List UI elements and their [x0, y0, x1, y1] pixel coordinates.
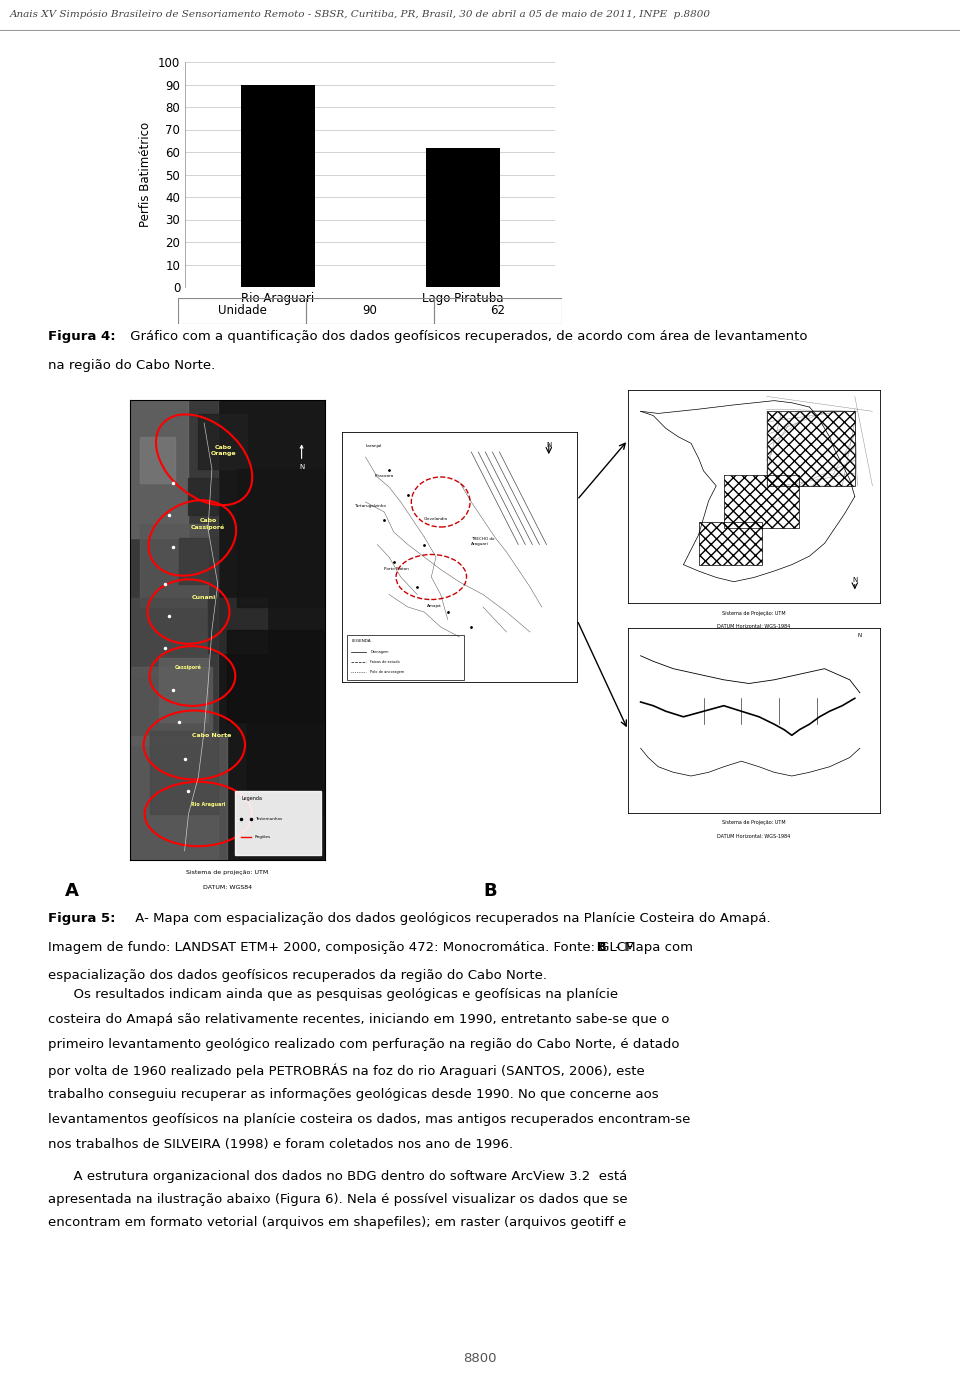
Bar	[247, 713, 325, 815]
Text: Sistema de Projeção: UTM: Sistema de Projeção: UTM	[722, 820, 786, 824]
Text: Sistema de projeção: UTM: Sistema de projeção: UTM	[186, 870, 269, 875]
Bar	[188, 479, 218, 515]
Text: 90: 90	[363, 304, 377, 318]
Text: Cabo Norte: Cabo Norte	[192, 733, 231, 739]
Bar	[699, 522, 761, 564]
Text: Amapá: Amapá	[426, 604, 442, 608]
Text: N: N	[546, 442, 551, 449]
Bar	[140, 524, 208, 607]
Text: Figura 5:: Figura 5:	[48, 912, 115, 925]
Text: costeira do Amapá são relativamente recentes, iniciando em 1990, entretanto sabe: costeira do Amapá são relativamente rece…	[48, 1013, 669, 1026]
Bar	[179, 538, 218, 583]
Text: DATUM: WGS84: DATUM: WGS84	[203, 885, 252, 890]
Bar	[130, 597, 208, 676]
Text: trabalho conseguiu recuperar as informações geológicas desde 1990. No que concer: trabalho conseguiu recuperar as informaç…	[48, 1088, 659, 1101]
Bar	[767, 411, 854, 486]
Text: Unidade: Unidade	[218, 304, 267, 318]
Text: A estrutura organizacional dos dados no BDG dentro do software ArcView 3.2  está: A estrutura organizacional dos dados no …	[48, 1170, 627, 1183]
Text: - Mapa com: - Mapa com	[611, 941, 693, 954]
Text: Polo de ancoragem: Polo de ancoragem	[371, 670, 404, 674]
Bar	[150, 731, 218, 815]
Text: Faixas de estudo: Faixas de estudo	[371, 660, 400, 665]
Text: Gráfico com a quantificação dos dados geofísicos recuperados, de acordo com área: Gráfico com a quantificação dos dados ge…	[127, 330, 807, 343]
Text: B: B	[483, 882, 496, 900]
Text: Regiões: Regiões	[254, 835, 271, 839]
Bar	[159, 658, 208, 722]
Text: Cassiporé: Cassiporé	[175, 665, 202, 670]
Text: N: N	[852, 577, 857, 582]
Text: Cabo
Cassiporé: Cabo Cassiporé	[191, 519, 226, 530]
Bar	[130, 400, 188, 538]
Text: N: N	[299, 446, 304, 471]
Bar	[130, 667, 212, 744]
Text: levantamentos geofísicos na planície costeira os dados, mas antigos recuperados : levantamentos geofísicos na planície cos…	[48, 1113, 690, 1126]
Text: Rio Araguari: Rio Araguari	[191, 802, 226, 808]
Text: DATUM Horizontal: WGS-1984: DATUM Horizontal: WGS-1984	[717, 834, 791, 838]
Text: LEGENDA: LEGENDA	[351, 638, 371, 643]
Bar	[347, 634, 465, 680]
Bar	[208, 597, 267, 654]
Text: 62: 62	[491, 304, 506, 318]
Text: Tartarugalzinho: Tartarugalzinho	[353, 504, 386, 508]
Bar	[130, 400, 218, 860]
Text: na região do Cabo Norte.: na região do Cabo Norte.	[48, 359, 215, 372]
Text: A: A	[65, 882, 80, 900]
Text: Imagem de fundo: LANDSAT ETM+ 2000, composição 472: Monocromática. Fonte: GLCF.: Imagem de fundo: LANDSAT ETM+ 2000, comp…	[48, 941, 636, 954]
Text: Anais XV Simpósio Brasileiro de Sensoriamento Remoto - SBSR, Curitiba, PR, Brasi: Anais XV Simpósio Brasileiro de Sensoria…	[10, 10, 710, 19]
Text: Porto Platon: Porto Platon	[384, 567, 409, 571]
Bar	[235, 791, 321, 856]
Text: Os resultados indicam ainda que as pesquisas geológicas e geofísicas na planície: Os resultados indicam ainda que as pesqu…	[48, 988, 618, 1000]
Text: Drenagem: Drenagem	[371, 649, 389, 654]
Text: 8800: 8800	[464, 1351, 496, 1365]
Bar	[306, 299, 434, 323]
Text: TRECHO do
Araguari: TRECHO do Araguari	[471, 537, 494, 545]
Bar	[237, 469, 325, 607]
Text: Piracoara: Piracoara	[375, 473, 395, 477]
Bar	[178, 299, 306, 323]
Text: espacialização dos dados geofísicos recuperados da região do Cabo Norte.: espacialização dos dados geofísicos recu…	[48, 969, 547, 982]
Text: Clevelandia: Clevelandia	[424, 516, 448, 520]
Text: Figura 4:: Figura 4:	[48, 330, 115, 343]
Text: Legenda: Legenda	[241, 797, 262, 801]
Text: N: N	[858, 633, 862, 638]
Bar	[425, 147, 499, 288]
Bar	[434, 299, 562, 323]
Bar	[130, 736, 228, 860]
Bar	[228, 630, 325, 722]
Text: B: B	[591, 941, 607, 954]
Bar	[199, 414, 247, 469]
Bar	[241, 84, 315, 288]
Text: Cabo
Orange: Cabo Orange	[211, 446, 236, 455]
Bar	[724, 475, 800, 528]
Text: apresentada na ilustração abaixo (Figura 6). Nela é possível visualizar os dados: apresentada na ilustração abaixo (Figura…	[48, 1193, 628, 1205]
Text: encontram em formato vetorial (arquivos em shapefiles); em raster (arquivos geot: encontram em formato vetorial (arquivos …	[48, 1216, 626, 1229]
Text: A- Mapa com espacialização dos dados geológicos recuperados na Planície Costeira: A- Mapa com espacialização dos dados geo…	[131, 912, 770, 925]
Y-axis label: Perfis Batimétrico: Perfis Batimétrico	[139, 122, 153, 227]
Text: Laranjal: Laranjal	[366, 444, 382, 449]
Bar	[140, 436, 175, 483]
Text: Testemunhos: Testemunhos	[254, 816, 282, 820]
Text: Cunani: Cunani	[192, 596, 216, 600]
Text: primeiro levantamento geológico realizado com perfuração na região do Cabo Norte: primeiro levantamento geológico realizad…	[48, 1038, 680, 1051]
Text: por volta de 1960 realizado pela PETROBRÁS na foz do rio Araguari (SANTOS, 2006): por volta de 1960 realizado pela PETROBR…	[48, 1064, 645, 1077]
Text: nos trabalhos de SILVEIRA (1998) e foram coletados nos ano de 1996.: nos trabalhos de SILVEIRA (1998) e foram…	[48, 1138, 514, 1150]
Text: Sistema de Projeção: UTM: Sistema de Projeção: UTM	[722, 611, 786, 615]
Text: DATUM Horizontal: WGS-1984: DATUM Horizontal: WGS-1984	[717, 623, 791, 629]
